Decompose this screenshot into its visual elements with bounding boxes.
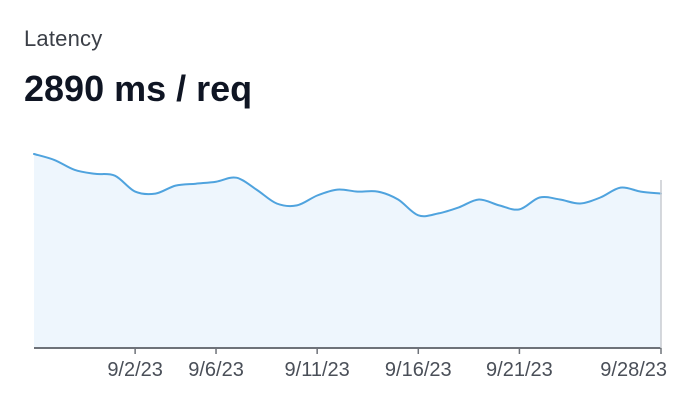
metric-label: Latency [24, 26, 103, 51]
area-fill [34, 154, 661, 348]
x-tick-label: 9/6/23 [188, 359, 244, 381]
x-tick-label: 9/2/23 [107, 359, 163, 381]
x-tick-label: 9/16/23 [385, 359, 452, 381]
metric-value: 2890 ms / req [24, 68, 253, 109]
x-tick-label: 9/11/23 [285, 359, 350, 381]
x-ticks: 9/2/23 9/6/23 9/11/23 9/16/23 9/21/23 9/28/23 [107, 348, 667, 381]
x-tick-label: 9/28/23 [600, 359, 667, 381]
series-line [33, 153, 662, 218]
x-tick-label: 9/21/23 [486, 359, 553, 381]
